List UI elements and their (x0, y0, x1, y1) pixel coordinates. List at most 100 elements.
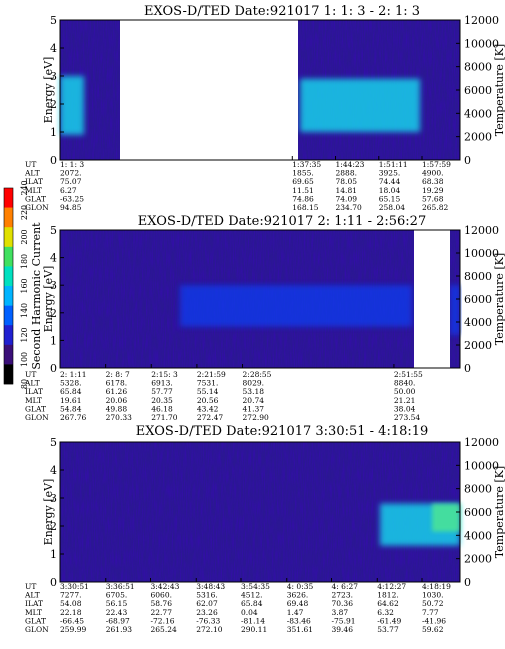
panel-3-ephemeris-ilat-value: 56.15 (106, 599, 128, 608)
panel-2-ephemeris-glat-value: 41.37 (243, 404, 265, 413)
panel-3-ephemeris-alt-value: 6060. (151, 591, 172, 600)
panel-3-row-label-glon: GLON (25, 625, 49, 634)
panel-1-ephemeris-mlt-value: 11.51 (292, 186, 313, 195)
panel-2-ephemeris-ut-value: 2:15: 3 (151, 370, 178, 379)
panel-2-feature-1 (180, 285, 412, 327)
panel-2-energy-tick-label: 0 (50, 362, 57, 375)
colorbar-cell (4, 364, 13, 385)
panel-3-ephemeris-ut-value: 3:30:51 (60, 582, 89, 591)
panel-1-energy-tick-label: 4 (50, 42, 57, 55)
panel-2-ephemeris-mlt-value: 19.61 (60, 396, 81, 405)
panel-1-ephemeris-ilat-value: 74.44 (379, 177, 401, 186)
panel-2-ephemeris-alt-value: 5328. (60, 379, 81, 388)
panel-1-ephemeris-ilat-value: 69.65 (292, 177, 314, 186)
panel-2-plot-area (59, 229, 461, 369)
panel-1-ephemeris-glon-value: 94.85 (60, 203, 82, 212)
panel-1-energy-tick-label: 2 (50, 98, 57, 111)
panel-2-ephemeris-alt-value: 6913. (151, 379, 172, 388)
panel-3-ephemeris-mlt-value: 6.32 (377, 608, 394, 617)
panel-1-ephemeris-glat-value: 74.86 (292, 194, 314, 203)
panel-1-feature-2 (300, 78, 420, 132)
panel-2: EXOS-D/TED Date:921017 2: 1:11 - 2:56:27… (24, 214, 505, 422)
panel-1-ephemeris-table: 1: 1: 32072.75.076.27-63.2594.851:37:351… (59, 156, 451, 212)
panel-1-data-gap-1 (120, 20, 298, 160)
panel-3-ephemeris-alt-value: 2723. (332, 591, 353, 600)
panel-2-ephemeris-glat-value: 49.88 (106, 404, 128, 413)
panel-1-ephemeris-ut-value: 1:57:59 (422, 160, 451, 169)
panel-2-row-label-glon: GLON (25, 413, 49, 422)
panel-2-energy-tick-label: 5 (50, 224, 57, 237)
panel-3-ephemeris-glat-value: -41.96 (422, 616, 446, 625)
panel-2-ephemeris-glat-value: 54.84 (60, 404, 82, 413)
panel-3-ephemeris-ilat-value: 62.07 (196, 599, 218, 608)
panel-3-ephemeris-glon-value: 53.77 (377, 625, 399, 634)
colorbar-cell (4, 207, 13, 228)
panel-3-ephemeris-glat-value: -66.45 (60, 616, 84, 625)
panel-1-temperature-tick-label: 0 (464, 154, 471, 167)
panel-3-ephemeris-glat-value: -72.16 (151, 616, 175, 625)
panel-3-temperature-tick-label: 10000 (464, 459, 499, 472)
panel-3-temperature-axis: 0 2000 4000 6000 8000 10000 12000 (456, 436, 499, 589)
panel-3-ephemeris-alt-value: 4512. (241, 591, 262, 600)
panel-2-row-label-alt: ALT (24, 379, 40, 388)
panel-2-row-label-mlt: MLT (25, 396, 42, 405)
panel-2-ephemeris-mlt-value: 20.56 (197, 396, 219, 405)
panel-1-ephemeris-glon-value: 234.70 (336, 203, 362, 212)
panel-2-ephemeris-ut-value: 2:28:55 (243, 370, 272, 379)
panel-2-temperature-tick-label: 10000 (464, 247, 499, 260)
panel-3-title: EXOS-D/TED Date:921017 3:30:51 - 4:18:19 (136, 424, 429, 439)
panel-3-ephemeris-mlt-value: 7.77 (422, 608, 439, 617)
panel-2-ephemeris-ut-value: 2: 1:11 (60, 370, 87, 379)
panel-3-ephemeris-alt-value: 7277. (60, 591, 81, 600)
panel-2-ephemeris-ilat-value: 53.18 (243, 387, 265, 396)
panel-1-temperature-tick-label: 10000 (464, 37, 499, 50)
panel-3-temperature-tick-label: 2000 (464, 553, 492, 566)
panel-3-ephemeris-glon-value: 39.46 (332, 625, 354, 634)
panel-2-ephemeris-ut-value: 2:51:55 (394, 370, 423, 379)
panel-1-ephemeris-mlt-value: 19.29 (422, 186, 444, 195)
panel-3-ephemeris-glon-value: 59.62 (422, 625, 444, 634)
panel-3-row-label-mlt: MLT (25, 608, 42, 617)
panel-1-temperature-tick-label: 2000 (464, 131, 492, 144)
panel-2-ephemeris-ut-value: 2:21:59 (197, 370, 226, 379)
panel-2-ephemeris-ilat-value: 50.00 (394, 387, 416, 396)
panel-2-ephemeris-glat-value: 43.42 (197, 404, 219, 413)
panel-2-energy-tick-label: 3 (50, 279, 57, 292)
panel-3-feature-2 (432, 503, 460, 532)
panel-1-ephemeris-mlt-value: 14.81 (336, 186, 357, 195)
panel-2-ephemeris-glon-value: 272.47 (197, 413, 223, 422)
panel-2-ephemeris-mlt-value: 20.35 (151, 396, 173, 405)
panel-2-ephemeris-glon-value: 271.70 (151, 413, 177, 422)
panel-2-temperature-tick-label: 2000 (464, 339, 492, 352)
panel-1-ephemeris-alt-value: 4900. (422, 169, 443, 178)
colorbar: 80 100 120 140 160 180 200 220 240 Second Harmon… (3, 180, 43, 389)
panel-2-temperature-tick-label: 4000 (464, 316, 492, 329)
panel-3-ephemeris-glat-value: -83.46 (287, 616, 311, 625)
panel-1-energy-tick-label: 1 (50, 126, 57, 139)
panel-2-energy-tick-label: 4 (50, 252, 57, 265)
panel-3-ephemeris-mlt-value: 1.47 (287, 608, 304, 617)
panel-3-ephemeris-ut-value: 4: 6:27 (332, 582, 359, 591)
panel-2-ephemeris-alt-value: 8840. (394, 379, 415, 388)
panel-3-temperature-tick-label: 8000 (464, 483, 492, 496)
panel-1-temperature-tick-label: 4000 (464, 107, 492, 120)
panel-1-title: EXOS-D/TED Date:921017 1: 1: 3 - 2: 1: 3 (144, 4, 420, 19)
panel-2-energy-label: Energy [eV] (42, 266, 55, 333)
colorbar-tick-label: 180 (20, 254, 29, 269)
panel-1-row-label-mlt: MLT (25, 186, 42, 195)
panel-3-ephemeris-ut-value: 3:36:51 (106, 582, 135, 591)
panel-3-row-label-ilat: ILAT (25, 599, 43, 608)
panel-2-ephemeris-glon-value: 267.76 (60, 413, 86, 422)
colorbar-cell (4, 325, 13, 346)
panel-2-ephemeris-ilat-value: 61.26 (106, 387, 128, 396)
panel-1-energy-label: Energy [eV] (42, 57, 55, 124)
panel-3-ephemeris-mlt-value: 22.77 (151, 608, 173, 617)
panel-3-row-label-ut: UT (25, 582, 36, 591)
panel-3-ephemeris-glat-value: -81.14 (241, 616, 265, 625)
panel-1-ephemeris-ilat-value: 78.05 (336, 177, 358, 186)
panel-2-energy-tick-label: 1 (50, 334, 57, 347)
panel-3-ephemeris-ut-value: 4: 0:35 (287, 582, 314, 591)
panel-3-ephemeris-ut-value: 3:54:35 (241, 582, 270, 591)
